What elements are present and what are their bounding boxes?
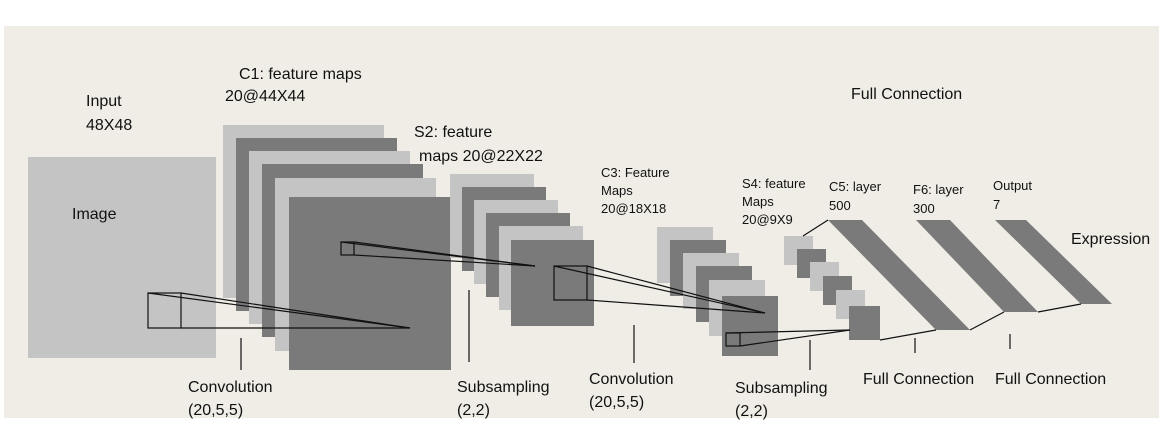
c1-label-line1: C1: feature maps bbox=[239, 66, 362, 83]
conv2-name: Convolution bbox=[589, 371, 674, 388]
c3-label-line3: 20@18X18 bbox=[601, 201, 666, 216]
s4-label-line2: Maps bbox=[742, 194, 774, 209]
s2-receptive-field bbox=[553, 265, 588, 301]
sub1-params: (2,2) bbox=[457, 402, 490, 419]
f6-layer-bar bbox=[916, 220, 1038, 312]
s4-label-line3: 20@9X9 bbox=[742, 212, 793, 227]
c3-feature-map-stack bbox=[657, 227, 778, 356]
conv1-name: Convolution bbox=[188, 379, 273, 396]
input-title: Input bbox=[86, 93, 122, 110]
c1-map bbox=[289, 197, 451, 370]
c3-label-line1: C3: Feature bbox=[601, 165, 670, 180]
conv1-params: (20,5,5) bbox=[188, 402, 243, 419]
fc-connection-line bbox=[969, 311, 1005, 331]
expression-label: Expression bbox=[1071, 231, 1150, 248]
conv2-params: (20,5,5) bbox=[589, 394, 644, 411]
fc-connection-line bbox=[802, 219, 829, 237]
s4-map bbox=[849, 306, 880, 340]
input-receptive-field bbox=[147, 292, 182, 329]
s2-label-line1: S2: feature bbox=[414, 124, 492, 141]
conv2-projection-line bbox=[586, 299, 766, 314]
output-label-line1: Output bbox=[993, 178, 1032, 193]
full-connection-title: Full Connection bbox=[851, 86, 962, 103]
sub1-projection-line bbox=[353, 241, 536, 267]
f6-label-line2: 300 bbox=[913, 201, 935, 216]
sub2-params: (2,2) bbox=[735, 403, 768, 420]
fc-connection-line bbox=[1037, 303, 1082, 313]
sub1-name: Subsampling bbox=[457, 379, 550, 396]
conv1-projection-line bbox=[180, 292, 411, 329]
c1-receptive-field bbox=[340, 241, 355, 256]
c3-label-line2: Maps bbox=[601, 183, 633, 198]
c5-label-line1: C5: layer bbox=[829, 179, 882, 194]
input-size: 48X48 bbox=[86, 117, 132, 134]
s4-feature-map-stack bbox=[784, 236, 880, 340]
c1-label-line2: 20@44X44 bbox=[225, 88, 305, 105]
c5-layer-bar bbox=[828, 220, 970, 330]
s2-feature-map-stack bbox=[450, 174, 594, 326]
sub2-projection-line bbox=[725, 329, 851, 334]
sub2-name: Subsampling bbox=[735, 380, 828, 397]
sub1-projection-line bbox=[353, 254, 536, 267]
conv2-projection-line bbox=[586, 265, 766, 314]
c5-label-line2: 500 bbox=[829, 198, 851, 213]
s2-label-line2: maps 20@22X22 bbox=[419, 148, 543, 165]
output-layer-bar bbox=[995, 220, 1112, 304]
c1-feature-map-stack bbox=[223, 125, 451, 370]
sub2-projection-line bbox=[739, 329, 851, 347]
input-image-label: Image bbox=[72, 206, 117, 223]
conv2-projection-line bbox=[553, 265, 766, 314]
s4-label-line1: S4: feature bbox=[742, 176, 806, 191]
f6-label-line1: F6: layer bbox=[913, 182, 964, 197]
fc2-label: Full Connection bbox=[995, 371, 1106, 388]
output-label-line2: 7 bbox=[993, 197, 1000, 212]
fc-connection-line bbox=[879, 329, 937, 341]
conv1-projection-line bbox=[147, 292, 411, 329]
input-image bbox=[28, 157, 216, 358]
fc1-label: Full Connection bbox=[863, 371, 974, 388]
s2-map bbox=[511, 240, 594, 326]
